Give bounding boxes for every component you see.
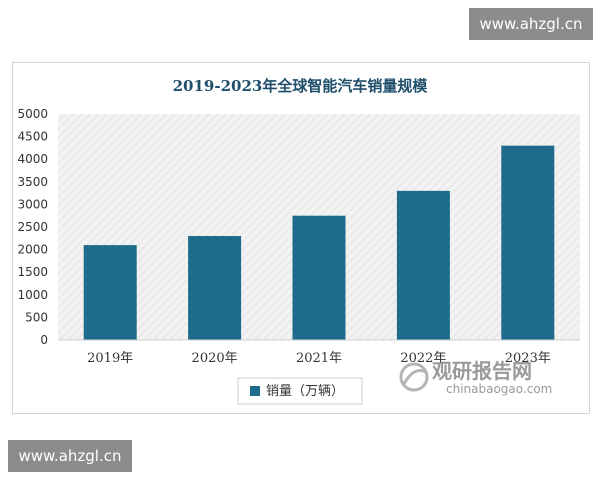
legend-label: 销量（万辆） [266,384,344,399]
y-tick-label: 0 [40,333,48,347]
y-tick-label: 4000 [17,152,48,166]
x-tick-label: 2020年 [192,351,238,366]
bars [83,145,555,340]
legend: 销量（万辆） [237,377,363,405]
y-tick-label: 1500 [17,265,48,279]
y-tick-label: 5000 [17,107,48,121]
y-tick-label: 500 [25,310,48,324]
y-tick-label: 1000 [17,288,48,302]
bar [83,245,137,340]
y-axis: 0 500 1000 1500 2000 2500 3000 3500 4000 4500 5000 [17,107,48,347]
brand-name-en: chinabaogao.com [446,382,552,396]
legend-swatch [250,386,260,396]
chart-title: 2019-2023年全球智能汽车销量规模 [173,77,429,95]
y-tick-label: 3000 [17,197,48,211]
watermark-bottom: www.ahzgl.cn [8,440,132,472]
brand-watermark: 观研报告网 chinabaogao.com [399,359,552,396]
y-tick-label: 2500 [17,220,48,234]
x-tick-label: 2022年 [400,351,446,366]
y-tick-label: 2000 [17,243,48,257]
x-axis: 2019年 2020年 2021年 2022年 2023年 [58,339,580,366]
brand-logo-icon [399,362,429,392]
brand-name-cn: 观研报告网 [432,359,532,383]
bar [188,236,242,340]
x-tick-label: 2023年 [505,351,551,366]
bar [396,190,450,340]
brand-swoosh-icon [402,369,427,385]
bar [501,145,555,340]
watermark-top: www.ahzgl.cn [469,8,593,40]
y-tick-label: 3500 [17,175,48,189]
y-tick-label: 4500 [17,130,48,144]
x-tick-label: 2021年 [296,351,342,366]
x-tick-label: 2019年 [87,351,133,366]
bar [292,215,346,340]
